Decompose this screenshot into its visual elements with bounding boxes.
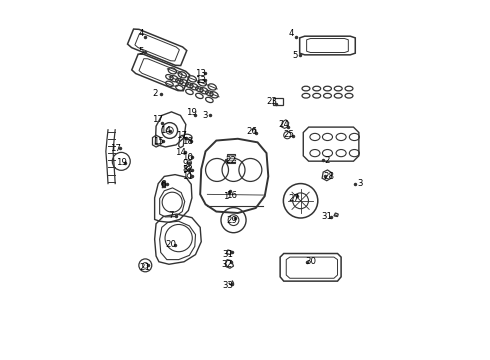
- Text: 14: 14: [175, 148, 186, 157]
- Text: 3: 3: [203, 111, 208, 120]
- Text: 6: 6: [161, 180, 166, 189]
- Text: 11: 11: [182, 172, 193, 181]
- Text: 31: 31: [321, 212, 332, 221]
- Text: 13: 13: [195, 69, 206, 78]
- Text: 4: 4: [289, 29, 294, 38]
- Text: 24: 24: [278, 120, 289, 129]
- Text: 13: 13: [195, 76, 206, 85]
- Text: 3: 3: [357, 179, 363, 188]
- Text: 31: 31: [222, 250, 234, 259]
- Text: 7: 7: [169, 211, 174, 220]
- Text: 18: 18: [182, 137, 193, 146]
- Bar: [273, 98, 283, 105]
- Text: 14: 14: [160, 126, 171, 135]
- Text: 8: 8: [182, 165, 188, 174]
- Text: 25: 25: [284, 130, 294, 139]
- Text: 4: 4: [138, 29, 144, 38]
- Text: 2: 2: [152, 89, 157, 98]
- Text: 2: 2: [325, 156, 330, 165]
- Bar: [227, 154, 235, 163]
- Text: 5: 5: [293, 51, 298, 60]
- Text: 19: 19: [186, 108, 196, 117]
- Text: 23: 23: [267, 97, 277, 106]
- Text: 29: 29: [226, 216, 237, 225]
- Text: 32: 32: [221, 260, 233, 269]
- Text: 33: 33: [222, 281, 234, 290]
- Text: 5: 5: [138, 47, 144, 56]
- Text: 22: 22: [225, 156, 236, 165]
- Text: 12: 12: [182, 166, 193, 175]
- Text: 17: 17: [152, 115, 163, 124]
- Circle shape: [161, 182, 166, 186]
- Text: 10: 10: [182, 153, 193, 162]
- Text: 26: 26: [246, 127, 257, 136]
- Text: 1: 1: [222, 192, 228, 201]
- Text: 15: 15: [153, 137, 164, 146]
- Text: 21: 21: [139, 264, 150, 273]
- Text: 9: 9: [182, 159, 188, 168]
- Text: 30: 30: [305, 257, 316, 266]
- Text: 17: 17: [176, 131, 187, 140]
- Text: 19: 19: [116, 158, 127, 167]
- Text: 16: 16: [226, 190, 237, 199]
- Text: 28: 28: [323, 172, 334, 181]
- Text: 27: 27: [288, 194, 299, 203]
- Text: 17: 17: [110, 144, 122, 153]
- Text: 20: 20: [165, 240, 176, 249]
